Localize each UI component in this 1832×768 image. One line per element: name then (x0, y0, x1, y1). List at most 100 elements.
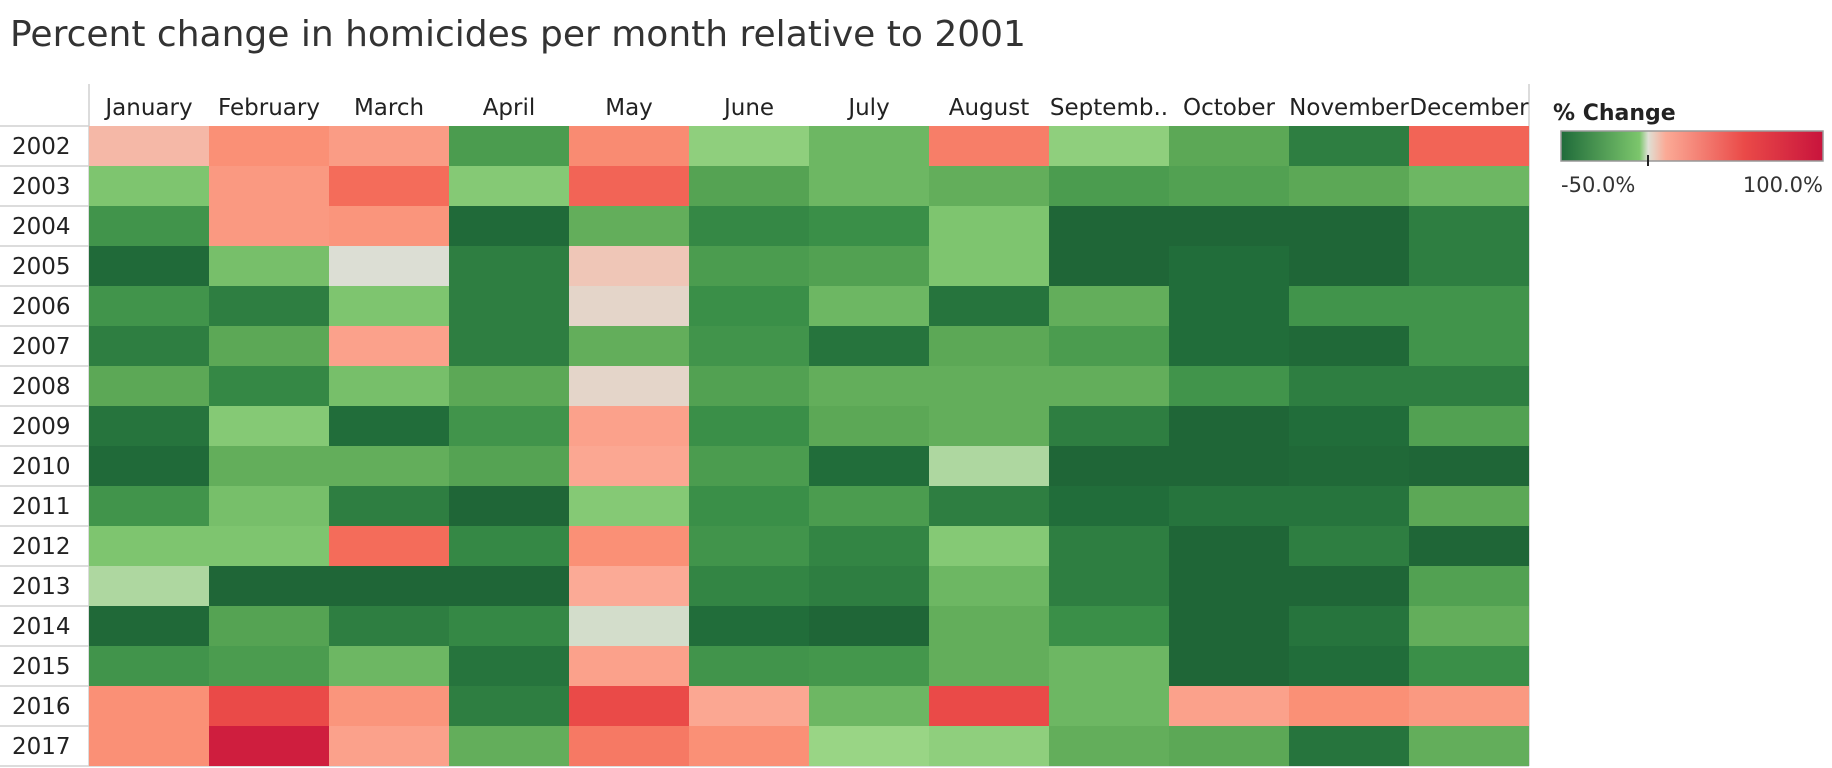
heatmap-cell (209, 246, 329, 286)
heatmap-cell (329, 726, 449, 766)
month-labels: January February March April May June July Augu… (103, 95, 1529, 121)
heatmap-cell (449, 166, 569, 206)
heatmap-cell (209, 526, 329, 566)
heatmap-cell (329, 486, 449, 526)
heatmap-cell (689, 246, 809, 286)
heatmap-cell (569, 206, 689, 246)
heatmap-cell (89, 446, 209, 486)
heatmap-cell (1169, 166, 1289, 206)
year-label: 2015 (12, 654, 71, 680)
heatmap-cell (569, 566, 689, 606)
heatmap-cell (1409, 126, 1529, 166)
heatmap-cell (809, 246, 929, 286)
heatmap-cell (1409, 686, 1529, 726)
heatmap-cell (329, 166, 449, 206)
heatmap-cell (329, 406, 449, 446)
heatmap-cell (209, 326, 329, 366)
heatmap-cell (1289, 686, 1409, 726)
heatmap-cell (929, 646, 1049, 686)
month-label: January (103, 95, 192, 121)
heatmap-cell (209, 566, 329, 606)
heatmap-cell (929, 726, 1049, 766)
month-label: October (1183, 95, 1276, 121)
heatmap-cell (1169, 526, 1289, 566)
chart-title: Percent change in homicides per month re… (10, 14, 1026, 55)
heatmap-cell (809, 326, 929, 366)
heatmap-cell (1409, 606, 1529, 646)
year-label: 2006 (12, 294, 71, 320)
year-label: 2010 (12, 454, 71, 480)
heatmap-cell (449, 566, 569, 606)
heatmap-cell (89, 206, 209, 246)
heatmap-cell (89, 726, 209, 766)
legend-title: % Change (1553, 101, 1676, 126)
heatmap-cell (329, 246, 449, 286)
heatmap-cell (1289, 566, 1409, 606)
heatmap-cell (1409, 206, 1529, 246)
month-label: May (605, 95, 653, 121)
heatmap-cell (809, 646, 929, 686)
heatmap-cell (89, 246, 209, 286)
heatmap-cell (569, 366, 689, 406)
heatmap-cell (209, 646, 329, 686)
heatmap-cell (809, 286, 929, 326)
heatmap-cell (1049, 286, 1169, 326)
legend-min-label: -50.0% (1561, 173, 1635, 197)
heatmap-cell (329, 326, 449, 366)
heatmap-cell (689, 526, 809, 566)
heatmap-cell (809, 566, 929, 606)
heatmap-cell (329, 366, 449, 406)
heatmap-cell (689, 486, 809, 526)
heatmap-cell (809, 406, 929, 446)
heatmap-cell (569, 126, 689, 166)
year-label: 2011 (12, 494, 71, 520)
heatmap-cell (1409, 646, 1529, 686)
year-label: 2004 (12, 214, 71, 240)
heatmap-cell (1409, 566, 1529, 606)
heatmap-cell (209, 206, 329, 246)
year-label: 2008 (12, 374, 71, 400)
heatmap-cell (1049, 686, 1169, 726)
heatmap-cell (569, 326, 689, 366)
heatmap-cell (209, 446, 329, 486)
heatmap-cell (449, 326, 569, 366)
heatmap-cell (1289, 446, 1409, 486)
heatmap-cell (809, 366, 929, 406)
heatmap-cell (209, 166, 329, 206)
heatmap-cell (809, 446, 929, 486)
heatmap-cell (929, 326, 1049, 366)
year-label: 2005 (12, 254, 71, 280)
heatmap-cell (809, 206, 929, 246)
heatmap-cell (1169, 206, 1289, 246)
heatmap-cell (809, 526, 929, 566)
heatmap-cell (1049, 406, 1169, 446)
heatmap-cell (689, 166, 809, 206)
heatmap-cell (89, 406, 209, 446)
heatmap-cell (1289, 326, 1409, 366)
heatmap-cell (689, 686, 809, 726)
heatmap-cell (89, 526, 209, 566)
color-legend: % Change -50.0% 100.0% (1553, 101, 1824, 197)
heatmap-cell (1289, 246, 1409, 286)
heatmap-cell (449, 486, 569, 526)
heatmap-cell (449, 526, 569, 566)
month-label: June (722, 95, 774, 121)
legend-color-bar (1560, 130, 1824, 162)
heatmap-cell (1169, 246, 1289, 286)
heatmap-cell (89, 166, 209, 206)
heatmap-cell (929, 606, 1049, 646)
heatmap-cell (1169, 326, 1289, 366)
heatmap-cell (1049, 646, 1169, 686)
heatmap-cell (449, 646, 569, 686)
heatmap-cell (689, 406, 809, 446)
heatmap-cell (689, 606, 809, 646)
heatmap-cell (1289, 606, 1409, 646)
heatmap-cell (1289, 646, 1409, 686)
heatmap-cell (1409, 406, 1529, 446)
heatmap-cell (89, 646, 209, 686)
heatmap-cell (1049, 166, 1169, 206)
heatmap-cell (1049, 366, 1169, 406)
heatmap-cell (929, 406, 1049, 446)
heatmap-cell (569, 646, 689, 686)
heatmap-cell (209, 406, 329, 446)
